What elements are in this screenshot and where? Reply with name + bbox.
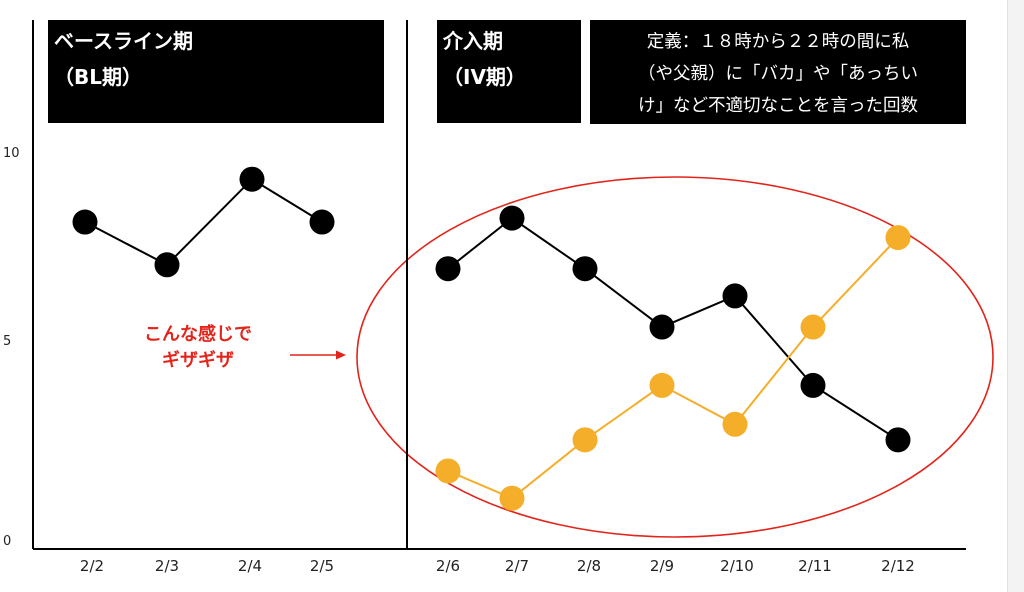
x-tick-label: 2/2 <box>80 557 104 575</box>
y-tick-label-0: 0 <box>3 534 11 549</box>
baseline-phase-sublabel: （BL期） <box>54 65 142 89</box>
x-tick-labels: 2/2 2/3 2/4 2/5 2/6 2/7 2/8 2/9 2/10 2/1… <box>80 557 915 575</box>
data-point <box>885 427 911 453</box>
x-tick-label: 2/8 <box>577 557 601 575</box>
data-point <box>885 225 911 251</box>
data-point <box>800 314 826 340</box>
definition-line: （や父親）に「バカ」や「あっちい <box>638 64 918 84</box>
data-point <box>649 314 675 340</box>
data-point <box>722 283 748 309</box>
data-point <box>649 372 675 398</box>
definition-line: 定義：１８時から２２時の間に私 <box>647 32 910 52</box>
x-tick-label: 2/11 <box>798 557 832 575</box>
x-tick-label: 2/7 <box>505 557 529 575</box>
data-point <box>572 256 598 282</box>
series-points <box>72 166 911 511</box>
y-tick-label-5: 5 <box>3 334 11 349</box>
data-point <box>572 427 598 453</box>
data-point <box>800 372 826 398</box>
data-point <box>435 256 461 282</box>
y-tick-label-10: 10 <box>3 146 20 161</box>
baseline-phase-label: ベースライン期 <box>54 29 193 53</box>
annotation-arrow <box>290 350 346 360</box>
x-tick-label: 2/3 <box>155 557 179 575</box>
definition-line: け」など不適切なことを言った回数 <box>638 96 918 116</box>
x-tick-label: 2/4 <box>238 557 262 575</box>
data-point <box>499 205 525 231</box>
baseline-phase-box <box>48 20 384 123</box>
intervention-phase-box <box>437 20 581 123</box>
x-tick-label: 2/10 <box>720 557 754 575</box>
x-tick-label: 2/9 <box>650 557 674 575</box>
x-tick-label: 2/6 <box>436 557 460 575</box>
intervention-phase-sublabel: （IV期） <box>443 65 526 89</box>
x-tick-label: 2/5 <box>310 557 334 575</box>
series-line-1 <box>447 236 899 500</box>
series-line-0 <box>84 177 323 267</box>
annotation-line-1: こんな感じで <box>144 323 252 345</box>
data-point <box>722 411 748 437</box>
data-point <box>154 252 180 278</box>
definition-box <box>590 20 966 124</box>
data-point <box>309 209 335 235</box>
highlight-ellipse <box>356 176 994 538</box>
intervention-phase-label: 介入期 <box>442 29 503 53</box>
data-point <box>72 209 98 235</box>
annotation-line-2: ギザギザ <box>162 350 234 371</box>
vertical-scrollbar[interactable] <box>1007 0 1024 592</box>
data-point <box>239 166 265 192</box>
x-tick-label: 2/12 <box>881 557 915 575</box>
data-point <box>499 485 525 511</box>
data-point <box>435 458 461 484</box>
